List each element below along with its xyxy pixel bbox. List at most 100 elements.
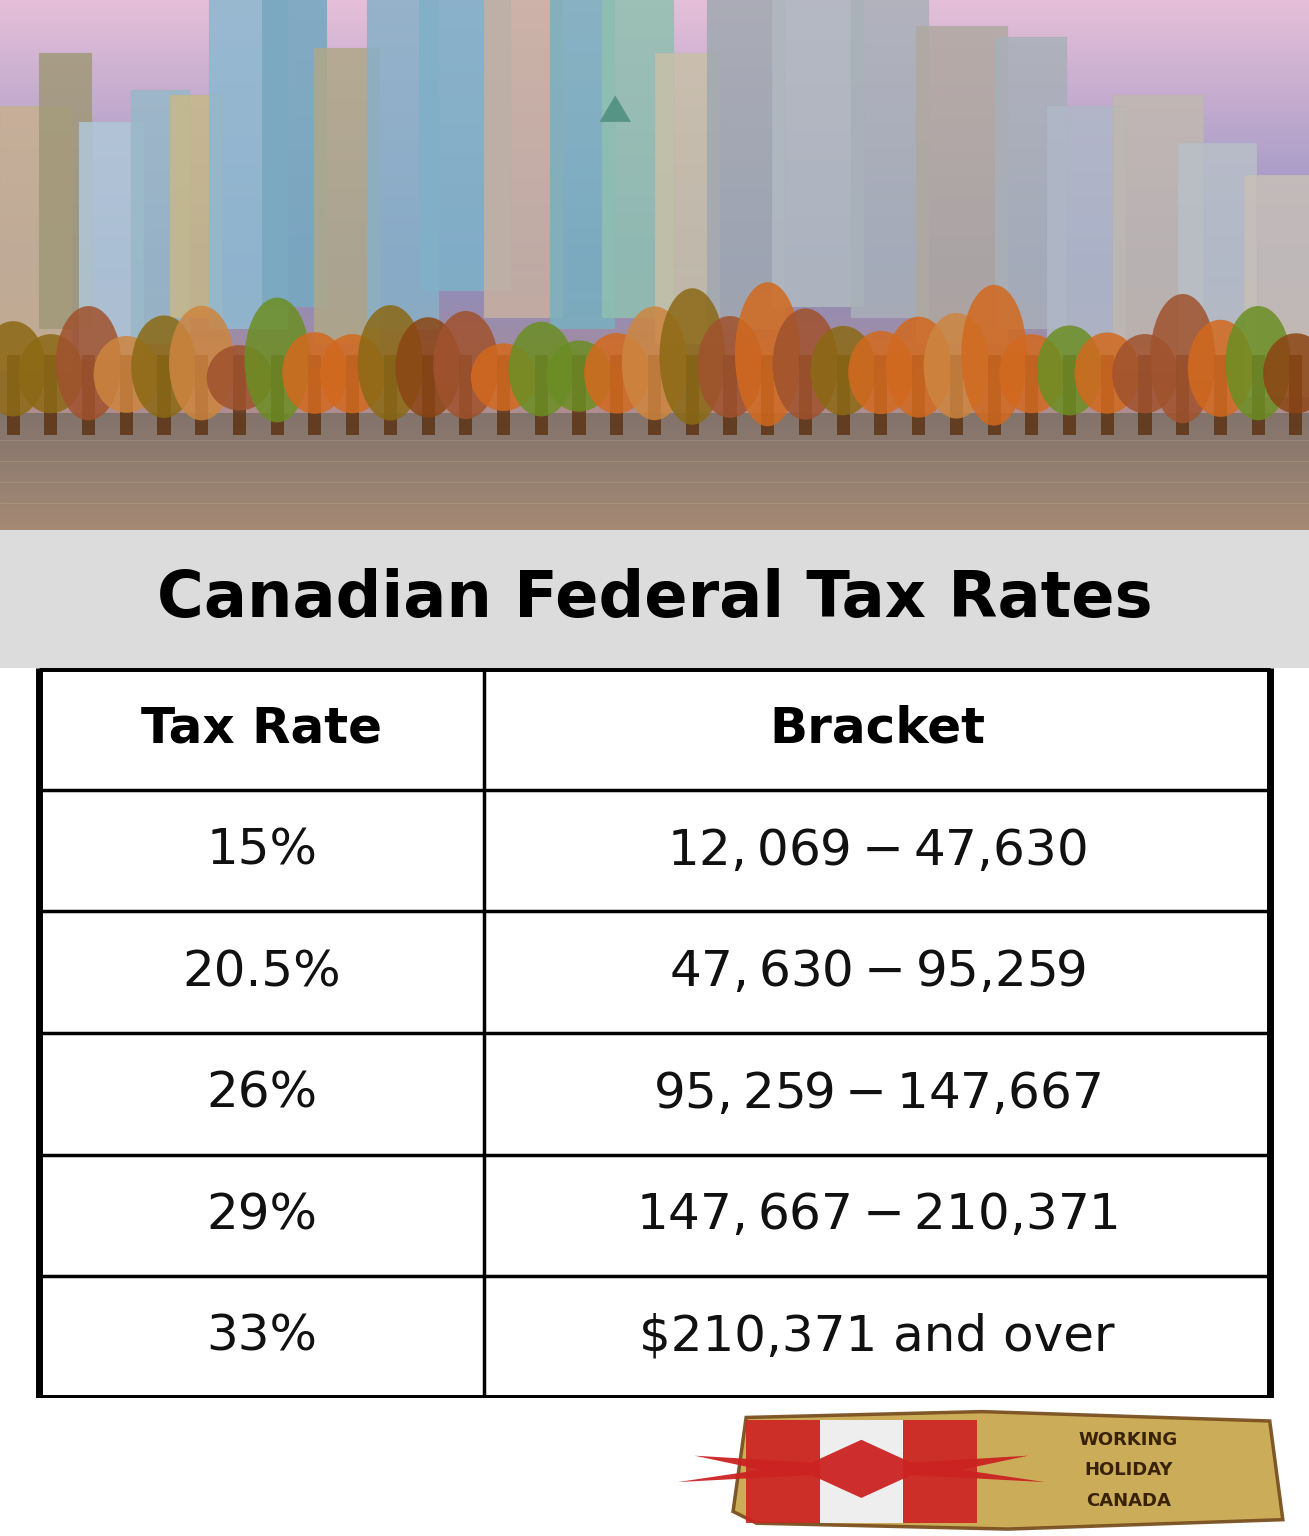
Ellipse shape xyxy=(245,298,310,422)
Bar xyxy=(550,0,615,329)
Bar xyxy=(819,1419,903,1524)
Bar xyxy=(195,355,208,435)
Bar xyxy=(209,0,288,329)
Text: 33%: 33% xyxy=(207,1313,317,1361)
Bar xyxy=(1139,355,1152,435)
Bar xyxy=(0,106,72,372)
Text: 20.5%: 20.5% xyxy=(182,948,342,997)
Bar xyxy=(79,121,144,361)
Bar xyxy=(39,54,92,329)
Bar xyxy=(421,355,435,435)
Bar xyxy=(314,48,380,344)
Ellipse shape xyxy=(131,315,196,418)
Bar xyxy=(686,355,699,435)
Bar xyxy=(874,355,888,435)
Text: 29%: 29% xyxy=(207,1192,317,1240)
Bar xyxy=(648,355,661,435)
Text: Bracket: Bracket xyxy=(768,705,986,753)
Bar xyxy=(995,37,1067,329)
Bar xyxy=(1178,143,1257,381)
Ellipse shape xyxy=(207,346,272,410)
Text: CANADA: CANADA xyxy=(1086,1491,1170,1510)
Bar xyxy=(602,0,674,318)
Text: 15%: 15% xyxy=(207,826,317,874)
Ellipse shape xyxy=(810,326,876,415)
Bar xyxy=(7,355,20,435)
Bar xyxy=(39,54,92,329)
Bar xyxy=(654,52,720,344)
Polygon shape xyxy=(733,1412,1283,1530)
Bar xyxy=(419,0,511,292)
Ellipse shape xyxy=(924,313,990,418)
Bar xyxy=(772,0,864,307)
Bar xyxy=(484,0,563,318)
Bar xyxy=(550,0,615,329)
Bar xyxy=(271,355,284,435)
Text: $47,630 - $95,259: $47,630 - $95,259 xyxy=(669,948,1085,997)
Bar xyxy=(602,0,674,318)
Text: Canadian Federal Tax Rates: Canadian Federal Tax Rates xyxy=(157,568,1152,630)
Ellipse shape xyxy=(395,318,461,418)
Bar xyxy=(1101,355,1114,435)
Polygon shape xyxy=(600,95,631,121)
Ellipse shape xyxy=(169,306,234,421)
Ellipse shape xyxy=(660,289,725,425)
Bar xyxy=(912,355,925,435)
Bar xyxy=(367,0,439,329)
Ellipse shape xyxy=(93,336,158,413)
Bar xyxy=(209,0,288,329)
Bar xyxy=(851,0,929,318)
Bar xyxy=(170,95,223,318)
Bar xyxy=(772,0,864,307)
Bar xyxy=(157,355,170,435)
Ellipse shape xyxy=(283,332,348,413)
Bar xyxy=(610,355,623,435)
Bar xyxy=(1113,95,1204,372)
Bar xyxy=(987,355,1000,435)
Bar xyxy=(1025,355,1038,435)
Bar xyxy=(761,355,774,435)
Bar xyxy=(346,355,359,435)
Text: Tax Rate: Tax Rate xyxy=(141,705,382,753)
Bar xyxy=(419,0,511,292)
Bar xyxy=(1251,355,1264,435)
Bar xyxy=(459,355,473,435)
Bar xyxy=(119,355,132,435)
Ellipse shape xyxy=(961,284,1026,425)
Bar xyxy=(170,95,223,318)
Bar xyxy=(367,0,439,329)
Text: $210,371 and over: $210,371 and over xyxy=(639,1313,1115,1361)
Ellipse shape xyxy=(1075,332,1140,413)
Bar xyxy=(950,355,963,435)
Bar xyxy=(746,1419,977,1524)
Bar xyxy=(1244,175,1309,398)
Ellipse shape xyxy=(734,283,800,427)
Ellipse shape xyxy=(1187,319,1253,416)
Bar xyxy=(309,355,322,435)
Bar xyxy=(836,355,850,435)
Ellipse shape xyxy=(546,341,611,412)
Bar xyxy=(707,0,785,329)
Ellipse shape xyxy=(471,344,537,412)
Ellipse shape xyxy=(509,321,575,416)
Bar xyxy=(1289,355,1302,435)
Bar xyxy=(233,355,246,435)
Ellipse shape xyxy=(622,306,687,421)
Ellipse shape xyxy=(886,316,952,418)
Ellipse shape xyxy=(1151,293,1216,424)
Bar xyxy=(1047,106,1126,361)
Text: WORKING: WORKING xyxy=(1079,1432,1178,1448)
Bar xyxy=(45,355,58,435)
Text: $147,667 - $210,371: $147,667 - $210,371 xyxy=(636,1192,1118,1240)
Text: HOLIDAY: HOLIDAY xyxy=(1084,1461,1173,1479)
Bar xyxy=(916,26,1008,344)
Ellipse shape xyxy=(698,316,763,418)
Bar xyxy=(1178,143,1257,381)
Polygon shape xyxy=(678,1439,1045,1498)
Bar xyxy=(0,106,72,372)
Ellipse shape xyxy=(0,321,46,416)
Bar xyxy=(995,37,1067,329)
Ellipse shape xyxy=(18,335,84,413)
Ellipse shape xyxy=(584,333,649,413)
Text: 26%: 26% xyxy=(207,1069,317,1118)
